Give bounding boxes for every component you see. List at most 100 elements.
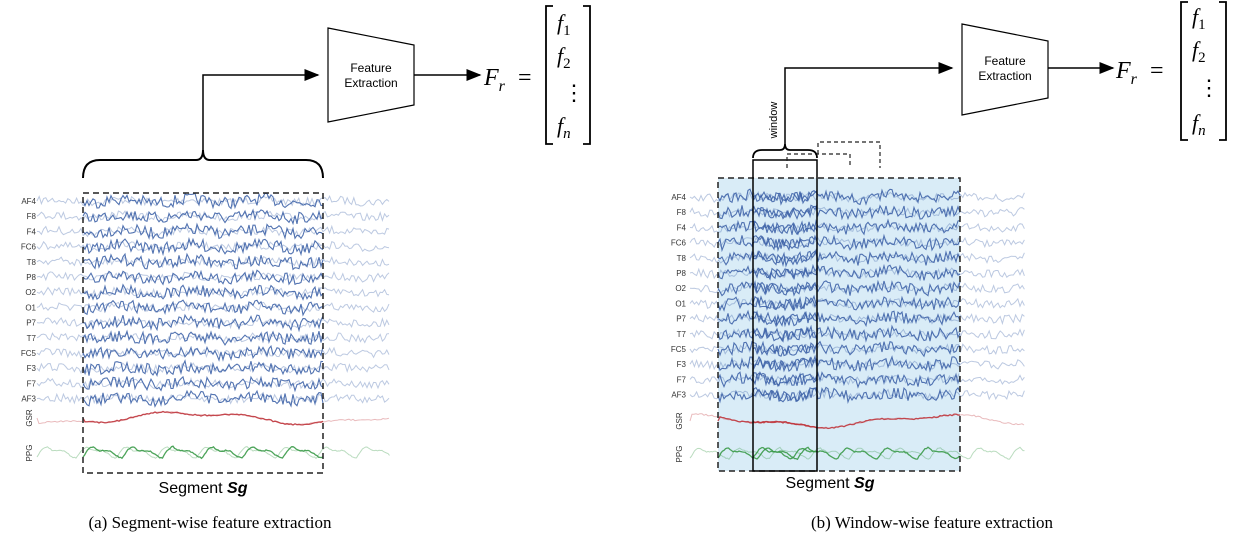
feature-extraction-block-b: [961, 23, 1049, 116]
eeg-trace-f3-faint: [36, 362, 390, 375]
channel-label-o1: O1: [25, 303, 36, 312]
segment-box-b: [717, 177, 961, 472]
eeg-trace-p8-faint: [689, 267, 1025, 280]
left-bracket-b: [1180, 1, 1188, 141]
gsr-trace-segment-1: [752, 420, 818, 429]
channel-label-gsr: GSR: [675, 412, 684, 430]
eeg-trace-t8-segment-0: [82, 252, 324, 271]
feature-label-a-line1: Feature: [350, 61, 392, 75]
vector-entry-a-1: f1: [557, 10, 571, 39]
channel-label-o2: O2: [25, 288, 36, 297]
window-box: [752, 159, 818, 472]
vector-entry-a-n: fn: [557, 113, 571, 142]
feature-label-b-line1: Feature: [984, 54, 1026, 68]
channel-label-fc5: FC5: [671, 345, 687, 354]
ppg-trace-faint: [36, 446, 390, 460]
channel-label-fc5: FC5: [21, 349, 37, 358]
window-label: window: [768, 102, 780, 140]
channel-label-t8: T8: [677, 254, 687, 263]
eeg-trace-p7-segment-1: [752, 309, 818, 328]
gsr-trace-segment-0: [82, 410, 324, 426]
channel-label-t7: T7: [677, 330, 687, 339]
ppg-trace-segment-1: [752, 446, 817, 460]
vector-entry-a-2: f2: [557, 43, 571, 72]
eeg-trace-fc5-segment-1: [752, 340, 818, 357]
channel-labels-b: AF4 F8 F4 FC6 T8 P8 O2 O1 P7 T7 FC5 F3 F7 AF3 GSR PPG: [671, 193, 687, 462]
eeg-trace-af4-segment-0: [717, 188, 961, 206]
eeg-trace-fc6-segment-1: [752, 234, 818, 252]
channel-label-t8: T8: [27, 258, 37, 267]
panel-b: AF4 F8 F4 FC6 T8 P8 O2 O1 P7 T7 FC5 F3 F7 AF3 GSR PPG w…: [671, 1, 1227, 532]
equals-sign-b: =: [1150, 58, 1164, 84]
vector-ellipsis-b: ⋮: [1198, 75, 1220, 100]
eeg-trace-t8-segment-1: [752, 250, 818, 267]
eeg-trace-af3-faint: [689, 388, 1025, 401]
channel-label-f7: F7: [677, 375, 687, 384]
caption-a: (a) Segment-wise feature extraction: [88, 513, 332, 532]
eeg-trace-o2-segment-0: [717, 279, 961, 297]
vector-ellipsis-a: ⋮: [563, 80, 585, 105]
feature-extraction-block-a: [327, 27, 415, 123]
eeg-trace-f8-segment-0: [717, 204, 961, 221]
eeg-trace-t7-segment-0: [82, 329, 324, 346]
eeg-trace-f4-faint: [36, 224, 390, 238]
signal-traces-b: [689, 188, 1025, 461]
eeg-trace-f7-segment-0: [82, 375, 324, 393]
next-window-indicator-1: [786, 153, 851, 168]
channel-label-p8: P8: [26, 273, 36, 282]
eeg-trace-f7-segment-0: [717, 371, 961, 389]
eeg-trace-t7-segment-0: [717, 324, 961, 343]
channel-label-f3: F3: [27, 364, 37, 373]
eeg-trace-fc6-segment-0: [82, 236, 324, 257]
eeg-trace-p8-segment-1: [752, 263, 818, 280]
eeg-trace-fc5-segment-0: [82, 345, 324, 362]
eeg-trace-fc6-faint: [36, 240, 390, 253]
feature-label-a-line2: Extraction: [344, 76, 397, 90]
eeg-trace-f4-segment-1: [752, 220, 818, 236]
channel-label-gsr: GSR: [25, 409, 34, 427]
eeg-trace-p7-segment-0: [82, 313, 324, 333]
feature-label-b-line2: Extraction: [978, 69, 1031, 83]
channel-label-af4: AF4: [21, 197, 36, 206]
vector-entry-b-2: f2: [1192, 37, 1206, 66]
channel-label-af3: AF3: [21, 395, 36, 404]
channel-label-ppg: PPG: [25, 445, 34, 462]
channel-label-f4: F4: [677, 223, 687, 232]
channel-label-ppg: PPG: [675, 446, 684, 463]
segment-box-a: [82, 192, 324, 474]
channel-label-af4: AF4: [671, 193, 686, 202]
arrow-to-feature-b: [784, 62, 954, 144]
gsr-trace-faint: [36, 411, 390, 426]
channel-label-af3: AF3: [671, 391, 686, 400]
channel-label-o2: O2: [675, 284, 686, 293]
eeg-trace-f7-faint: [36, 376, 390, 390]
eeg-trace-o2-faint: [689, 282, 1025, 294]
ppg-trace-segment-0: [717, 446, 960, 461]
channel-label-f4: F4: [27, 227, 37, 236]
fr-symbol-a: Fr: [483, 65, 506, 95]
eeg-trace-f3-segment-0: [717, 355, 961, 373]
channel-label-fc6: FC6: [21, 243, 37, 252]
eeg-trace-f8-segment-1: [752, 204, 818, 220]
eeg-trace-af3-segment-1: [752, 387, 818, 403]
segment-brace-a: [82, 149, 324, 179]
fr-symbol-b: Fr: [1115, 58, 1138, 88]
channel-label-f8: F8: [27, 212, 37, 221]
channel-label-t7: T7: [27, 334, 37, 343]
channel-label-f8: F8: [677, 208, 687, 217]
channel-label-p8: P8: [676, 269, 686, 278]
next-window-indicator-2: [817, 141, 881, 168]
gsr-trace-segment-0: [717, 413, 960, 430]
channel-label-o1: O1: [675, 299, 686, 308]
eeg-trace-o1-segment-0: [82, 299, 324, 317]
eeg-trace-p8-segment-0: [717, 263, 961, 282]
ppg-trace-faint: [689, 446, 1025, 461]
panel-a: AF4 F8 F4 FC6 T8 P8 O2 O1 P7 T7 FC5 F3 F7 AF3 GSR PPG F…: [21, 5, 591, 532]
segment-label-a: Segment Sg: [159, 480, 248, 497]
eeg-trace-o2-segment-1: [752, 280, 818, 296]
eeg-trace-f7-segment-1: [752, 372, 818, 387]
channel-label-f7: F7: [27, 379, 37, 388]
ppg-trace-segment-0: [82, 445, 324, 460]
segment-label-b: Segment Sg: [786, 475, 875, 492]
